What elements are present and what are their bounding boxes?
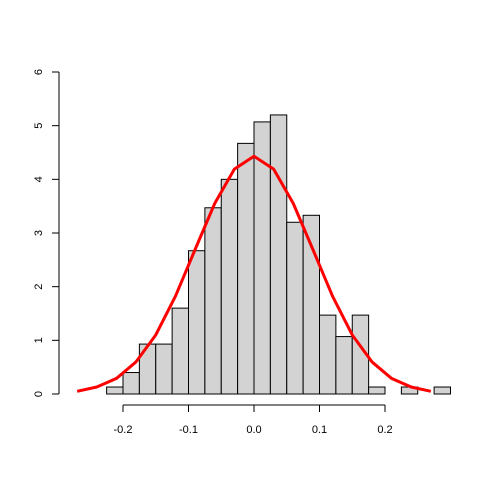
bar [286,221,304,395]
bar [122,372,140,395]
y-tick-label: 2 [33,284,45,290]
bar [335,336,353,395]
x-tick-label: -0.1 [179,424,198,436]
y-tick-label: 3 [33,230,45,236]
bar [204,207,222,395]
bar [155,343,173,395]
bar [319,314,337,395]
y-tick-label: 6 [33,69,45,75]
bar [302,214,320,395]
x-tick-label: 0.2 [377,424,392,436]
bar [433,386,451,395]
density-curve [76,154,432,393]
bar [368,386,386,395]
y-tick-label: 1 [33,337,45,343]
bar [188,250,206,395]
bar [220,178,239,395]
bar [351,314,370,395]
y-tick-label: 0 [33,391,45,397]
y-tick-label: 4 [33,176,45,182]
x-tick-label: -0.2 [114,424,133,436]
y-tick-label: 5 [33,123,45,129]
bar [106,386,124,395]
bar [237,142,255,395]
bar [269,114,288,395]
bar [171,307,189,395]
x-tick-label: 0.1 [312,424,327,436]
x-tick-label: 0.0 [246,424,261,436]
